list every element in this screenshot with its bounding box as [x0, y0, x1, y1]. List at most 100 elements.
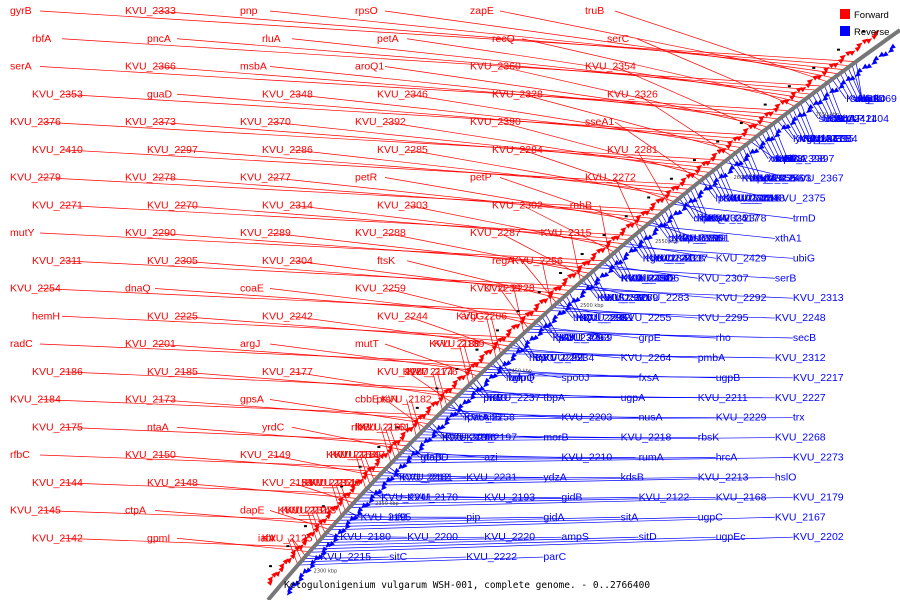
leader-line	[346, 510, 361, 518]
reverse-gene-glyph	[321, 546, 328, 553]
leader-line	[61, 149, 696, 186]
forward-gene-glyph	[648, 205, 656, 212]
forward-gene-label: rfbB	[351, 421, 370, 433]
leader-line	[485, 316, 497, 360]
reverse-gene-glyph	[349, 515, 356, 522]
leader-line	[660, 213, 676, 239]
leader-line	[384, 232, 591, 274]
forward-gene-label: KVU_2272	[585, 172, 636, 184]
reverse-gene-label: sucB	[850, 93, 873, 105]
reverse-gene-label: KVU_2167	[775, 511, 826, 523]
reverse-gene-label: lpxK	[556, 332, 576, 344]
reverse-gene-label: KVU_2211	[698, 392, 748, 404]
leader-line	[311, 536, 716, 550]
reverse-gene-glyph	[519, 347, 526, 354]
reverse-gene-label: morB	[543, 432, 568, 444]
forward-gene-label: KVU_2304	[262, 255, 313, 267]
reverse-gene-label: KVU_2375	[775, 193, 826, 205]
reverse-gene-glyph	[401, 462, 408, 469]
leader-line	[823, 84, 839, 120]
forward-gene-glyph	[665, 189, 672, 196]
forward-gene-label: KVU_2259	[355, 283, 406, 295]
forward-gene-glyph	[438, 392, 445, 399]
reverse-gene-label: KVU_2347	[742, 173, 793, 185]
leader-line	[521, 204, 615, 253]
reverse-gene-label: kpsE	[682, 232, 705, 244]
leader-line	[650, 221, 698, 239]
reverse-gene-label: ydzA	[543, 471, 566, 483]
forward-gene-label: KVU_2174	[403, 366, 454, 378]
reverse-gene-label: sucD	[862, 93, 886, 105]
reverse-gene-label: KVU_2217	[793, 372, 844, 384]
reverse-gene-glyph	[546, 322, 553, 329]
leader-line	[39, 177, 665, 211]
forward-gene-glyph	[832, 62, 839, 69]
leader-line	[521, 149, 675, 203]
reverse-gene-glyph	[542, 322, 549, 329]
forward-gene-glyph	[362, 470, 369, 477]
reverse-gene-glyph	[711, 180, 719, 187]
reverse-gene-glyph	[448, 411, 455, 418]
forward-gene-label: KVU_2285	[377, 144, 428, 156]
reverse-gene-glyph	[722, 172, 729, 179]
reverse-gene-glyph	[599, 272, 606, 279]
reverse-gene-glyph	[302, 568, 309, 575]
reverse-gene-label: pyrF	[668, 232, 689, 244]
forward-gene-label: truB	[585, 5, 604, 17]
reverse-gene-label: xanB	[768, 153, 792, 165]
reverse-gene-glyph	[789, 119, 797, 126]
leader-line	[499, 177, 645, 228]
reverse-gene-glyph	[423, 437, 430, 444]
reverse-gene-glyph	[774, 131, 781, 138]
leader-line	[437, 415, 716, 419]
leader-line	[446, 406, 485, 419]
reverse-gene-glyph	[457, 403, 464, 410]
leader-line	[614, 252, 629, 279]
reverse-gene-label: fabB	[858, 93, 880, 105]
forward-gene-glyph	[767, 111, 774, 117]
forward-gene-label: KVU_2297	[147, 144, 198, 156]
forward-gene-glyph	[806, 79, 814, 85]
reverse-gene-glyph	[305, 567, 312, 574]
reverse-gene-label: KVU_2416	[730, 193, 781, 205]
leader-line	[406, 204, 620, 249]
forward-gene-label: KVU_2160	[355, 421, 406, 433]
forward-gene-glyph	[635, 214, 642, 221]
reverse-gene-glyph	[823, 91, 830, 98]
forward-gene-label: KVU_2366	[125, 61, 176, 73]
reverse-gene-glyph	[753, 148, 760, 154]
leader-line	[671, 203, 793, 219]
reverse-gene-label: fdcB	[822, 113, 843, 125]
reverse-gene-glyph	[800, 111, 807, 118]
leader-line	[528, 328, 716, 339]
forward-gene-label: KVU_2348	[262, 88, 313, 100]
forward-gene-label: KVU_2244	[377, 310, 428, 322]
forward-gene-label: KVU_2176	[407, 366, 458, 378]
forward-gene-label: radC	[10, 338, 33, 350]
forward-gene-glyph	[679, 180, 686, 187]
forward-gene-glyph	[680, 177, 687, 183]
forward-gene-label: KVU_2281	[607, 144, 658, 156]
leader-line	[815, 90, 831, 120]
leader-line	[617, 249, 633, 279]
reverse-gene-glyph	[617, 259, 624, 266]
forward-gene-glyph	[412, 418, 419, 425]
leader-line	[693, 185, 709, 219]
reverse-gene-label: y4gN	[795, 133, 820, 145]
forward-gene-label: KVU_2154	[326, 449, 377, 461]
reverse-gene-label: KVU_2292	[716, 292, 767, 304]
feature-marker	[763, 103, 767, 106]
forward-gene-label: ialA	[258, 532, 276, 544]
reverse-gene-label: KVU_2335	[697, 213, 748, 225]
reverse-gene-label: KVU_2264	[621, 352, 672, 364]
forward-gene-glyph	[585, 259, 592, 266]
forward-gene-label: KVU_2125	[262, 532, 313, 544]
leader-line	[391, 457, 793, 464]
forward-gene-glyph	[823, 66, 830, 73]
reverse-gene-glyph	[538, 326, 545, 333]
reverse-gene-glyph	[436, 424, 443, 431]
leader-line	[400, 453, 562, 458]
reverse-gene-glyph	[532, 334, 539, 341]
leader-line	[389, 427, 400, 455]
reverse-gene-label: KVU_2218	[621, 432, 672, 444]
